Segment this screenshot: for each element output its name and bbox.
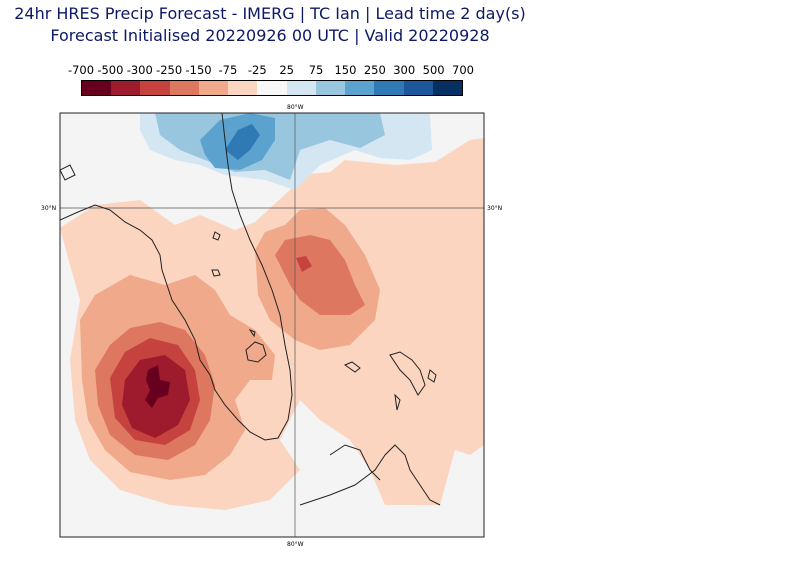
colorbar-swatch — [403, 81, 433, 95]
lon-tick-bottom: 80°W — [287, 541, 304, 548]
colorbar-tick-label: -500 — [97, 63, 124, 77]
bahamas-andros — [389, 351, 426, 396]
colorbar-swatch — [169, 81, 199, 95]
bahamas-islands — [343, 361, 437, 411]
colorbar-tick-label: -150 — [185, 63, 212, 77]
colorbar-swatch — [286, 81, 316, 95]
colorbar-swatch — [228, 81, 258, 95]
colorbar-labels: -700 -500 -300 -250 -150 -75 -25 25 75 150 250 300 5… — [66, 63, 482, 77]
coastlines — [60, 113, 441, 506]
map-subtitle: Forecast Initialised 20220926 00 UTC | V… — [50, 26, 490, 45]
colorbar-swatch — [198, 81, 229, 95]
colorbar-swatch — [111, 81, 141, 95]
colorbar-swatch — [315, 81, 346, 95]
colorbar-tick-label: -300 — [126, 63, 153, 77]
colorbar-tick-label: -75 — [218, 63, 238, 77]
georgia-coast — [60, 164, 76, 181]
cuba-west — [329, 444, 381, 481]
anomaly-maroon — [145, 365, 170, 408]
colorbar-tick-label: -700 — [67, 63, 95, 77]
colorbar-tick-label: 25 — [279, 63, 295, 77]
colorbar-tick-label: 250 — [363, 63, 386, 77]
colorbar-swatch — [140, 81, 170, 95]
colorbar-tick-label: 150 — [334, 63, 357, 77]
colorbar-tick-label: 700 — [452, 63, 474, 77]
colorbar-swatch — [374, 81, 404, 95]
colorbar-swatch — [257, 81, 287, 95]
colorbar-tick-label: 500 — [422, 63, 445, 77]
florida-coastline — [60, 113, 293, 441]
precip-field — [60, 113, 484, 510]
anomaly-red-spot — [296, 256, 312, 272]
lat-tick-left: 30°N — [41, 205, 56, 212]
colorbar-tick-label: -25 — [247, 63, 267, 77]
map-title: 24hr HRES Precip Forecast - IMERG | TC I… — [14, 4, 526, 23]
map-frame — [59, 112, 485, 538]
colorbar-tick-label: -250 — [156, 63, 183, 77]
colorbar-tick-label: 75 — [308, 63, 324, 77]
lat-tick-right: 30°N — [487, 205, 502, 212]
lake-okeechobee — [245, 341, 267, 363]
colorbar-swatch — [432, 81, 463, 95]
cuba-coastline — [299, 444, 441, 506]
colorbar-swatch — [345, 81, 375, 95]
anomaly-dark-blue — [225, 124, 260, 160]
lon-tick-top: 80°W — [287, 104, 304, 111]
anomaly-orange-north — [275, 235, 365, 315]
small-lakes — [211, 231, 256, 338]
colorbar-tick-label: 300 — [393, 63, 416, 77]
colorbar-swatch — [82, 81, 112, 95]
colorbar — [81, 80, 463, 96]
